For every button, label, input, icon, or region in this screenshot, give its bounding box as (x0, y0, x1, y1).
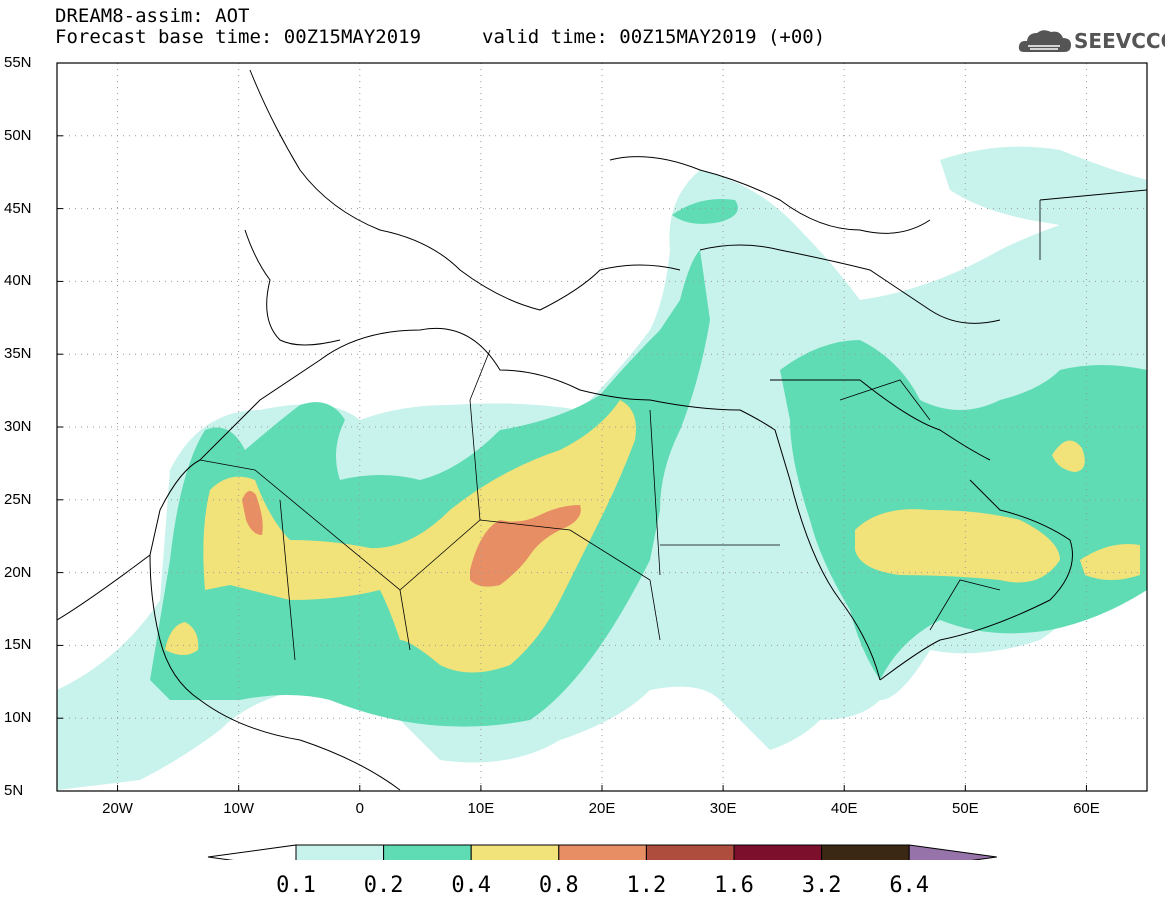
aot-level-0.2-blacksea (672, 199, 738, 224)
colorbar-label: 6.4 (889, 873, 930, 898)
aot-level-0.1-north (940, 146, 1147, 240)
colorbar-swatch (383, 844, 472, 860)
aot-level-0.4 (203, 400, 637, 673)
lon-label: 10E (467, 800, 495, 817)
lat-label: 20N (4, 563, 32, 581)
lon-label: 10W (223, 800, 255, 817)
colorbar-label: 0.2 (363, 873, 404, 898)
colorbar-label: 1.2 (626, 873, 667, 898)
chart-title: DREAM8-assim: AOT (55, 5, 250, 27)
map-frame (56, 62, 1148, 792)
lat-label: 10N (4, 709, 32, 727)
colorbar (207, 844, 997, 860)
country-borders (199, 200, 1041, 661)
colorbar-label: 3.2 (801, 873, 842, 898)
aot-level-0.8-mauritania (242, 491, 263, 535)
aot-level-0.4-oman (1080, 544, 1140, 580)
lat-label: 25N (4, 490, 32, 508)
lat-label: 45N (4, 199, 32, 217)
colorbar-swatch (821, 844, 910, 860)
cloud-icon (1018, 30, 1071, 52)
lat-label: 15N (4, 636, 32, 654)
colorbar-swatch (558, 844, 647, 860)
dust-map (56, 62, 1148, 860)
seevccc-logo: SEEVCCC (1018, 24, 1165, 58)
lat-label: 5N (4, 782, 24, 799)
colorbar-swatch (645, 844, 735, 860)
colorbar-swatch (470, 844, 560, 860)
colorbar-low-arrow (207, 844, 297, 860)
lat-label: 35N (4, 345, 32, 363)
colorbar-label: 1.6 (714, 873, 754, 898)
lat-label: 50N (4, 126, 32, 144)
aot-level-0.8 (470, 505, 581, 587)
lon-label: 30E (709, 800, 737, 817)
colorbar-swatch (295, 844, 385, 860)
lon-label: 50E (951, 800, 979, 817)
map-grid (57, 62, 1147, 792)
colorbar-label: 0.1 (276, 873, 316, 898)
lon-label: 20E (588, 800, 616, 817)
lat-label: 30N (4, 418, 32, 435)
lat-label: 40N (4, 272, 32, 290)
lat-label: 55N (4, 54, 32, 71)
colorbar-high-arrow (908, 844, 997, 860)
logo-text: SEEVCCC (1074, 29, 1165, 53)
colorbar-label: 0.8 (538, 873, 579, 898)
lon-label: 0 (355, 800, 364, 817)
valid-time: valid time: 00Z15MAY2019 (+00) (482, 26, 826, 48)
forecast-base-time: Forecast base time: 00Z15MAY2019 (55, 26, 422, 48)
lon-label: 60E (1073, 800, 1100, 817)
colorbar-swatch (733, 844, 823, 860)
lon-label: 40E (830, 800, 858, 817)
colorbar-label: 0.4 (451, 873, 492, 898)
aot-level-0.4-iran (1052, 440, 1085, 472)
aot-level-0.4-arabia (855, 509, 1060, 583)
coastlines (57, 69, 1147, 791)
aot-level-0.4-sahel (165, 622, 199, 655)
lon-label: 20W (102, 800, 133, 817)
